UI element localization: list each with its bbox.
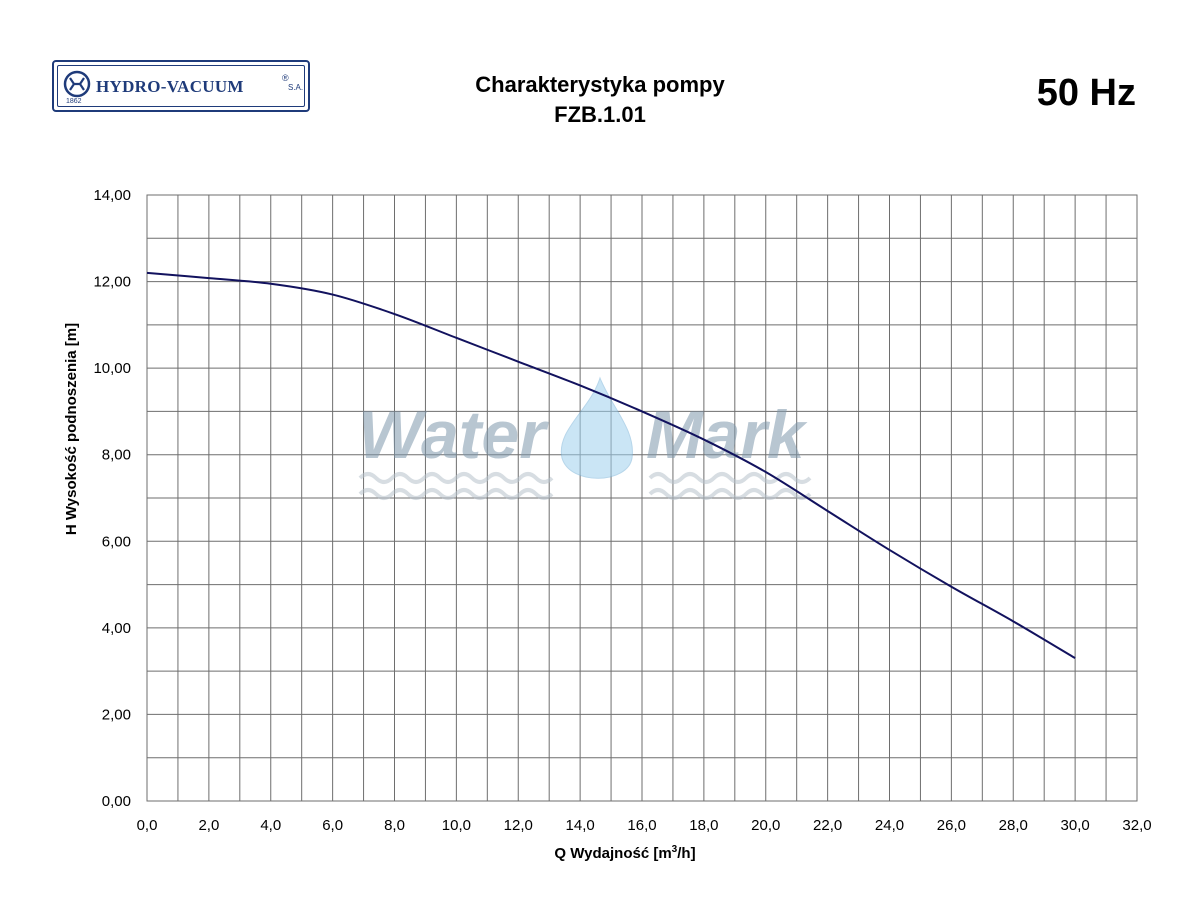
x-tick-label: 2,0 [198,817,219,834]
series-line-pump-curve [146,271,1076,660]
y-tick-label: 14,00 [93,187,131,204]
x-tick-label: 18,0 [689,817,718,834]
x-tick-label: 30,0 [1061,817,1090,834]
y-axis-title: H Wysokość podnoszenia [m] [63,323,80,535]
y-tick-label: 2,00 [102,706,131,723]
y-tick-label: 12,00 [93,274,131,291]
x-axis-title: Q Wydajność [m3/h] [554,844,695,862]
watermark-waves-icon [358,472,812,500]
x-tick-label: 6,0 [322,817,343,834]
y-tick-label: 4,00 [102,620,131,637]
water-drop-icon [560,376,633,479]
logo-registered-mark: ® [282,73,289,83]
x-tick-label: 32,0 [1122,817,1151,834]
watermark-text-left: Water [358,397,549,473]
chart-title-line1: Charakterystyka pompy [475,72,725,97]
x-tick-label: 22,0 [813,817,842,834]
x-tick-label: 4,0 [260,817,281,834]
watermark: Water Mark [358,376,812,500]
y-tick-label: 10,00 [93,360,131,377]
logo-emblem-icon [63,70,91,98]
logo-suffix: S.A. [288,83,304,92]
y-tick-label: 8,00 [102,447,131,464]
y-tick-label: 0,00 [102,793,131,810]
x-tick-label: 24,0 [875,817,904,834]
logo-frame [57,65,305,107]
frequency-label: 50 Hz [1036,72,1136,114]
y-tick-label: 6,00 [102,533,131,550]
x-tick-label: 0,0 [137,817,158,834]
superscript-3: 3 [672,844,678,855]
x-axis-tick-labels: 0,0 2,0 4,0 6,0 8,0 10,0 12,0 14,0 16,0 18,0 20,0 2… [137,817,1152,834]
x-tick-label: 10,0 [442,817,471,834]
x-tick-label: 8,0 [384,817,405,834]
horizontal-gridlines [147,237,1137,759]
watermark-text-right: Mark [646,397,808,473]
x-tick-label: 16,0 [627,817,656,834]
logo-name: HYDRO-VACUUM [96,77,244,96]
x-tick-label: 14,0 [566,817,595,834]
x-tick-label: 28,0 [999,817,1028,834]
chart-title-line2: FZB.1.01 [554,102,646,127]
x-tick-label: 20,0 [751,817,780,834]
x-tick-label: 12,0 [504,817,533,834]
y-axis-tick-labels: 0,00 2,00 4,00 6,00 8,00 10,00 12,00 14,00 [93,187,131,810]
company-logo: HYDRO-VACUUM ® S.A. 1862 [52,60,310,112]
x-tick-label: 26,0 [937,817,966,834]
logo-year: 1862 [66,98,82,105]
